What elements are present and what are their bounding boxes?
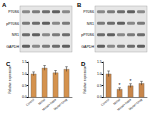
svg-text:0.5: 0.5 [22,84,27,88]
svg-text:A: A [2,2,7,8]
svg-text:Relative expression: Relative expression [8,66,12,94]
svg-text:1.5: 1.5 [97,60,102,64]
svg-text:pP70S6: pP70S6 [6,22,19,26]
svg-text:Model: Model [112,97,121,105]
svg-text:*: * [130,78,132,84]
svg-text:0.0: 0.0 [97,95,102,99]
svg-text:Control: Control [100,97,110,106]
svg-text:Control: Control [25,97,35,106]
svg-text:Model+Drug: Model+Drug [128,97,143,111]
svg-text:pP70S6: pP70S6 [81,33,94,37]
svg-text:Relative expression: Relative expression [83,66,87,94]
svg-text:0.0: 0.0 [22,95,27,99]
svg-text:Model: Model [37,97,46,105]
svg-text:1.0: 1.0 [22,72,27,76]
svg-text:D: D [81,61,86,67]
svg-text:Model+Drug: Model+Drug [53,97,68,111]
svg-text:GAPDH: GAPDH [81,45,94,49]
svg-text:Model+Rapa: Model+Rapa [41,97,57,112]
svg-text:0.5: 0.5 [97,84,102,88]
svg-text:NR1: NR1 [12,33,19,37]
svg-text:NR1: NR1 [87,22,94,26]
svg-text:Model+Rapa: Model+Rapa [116,97,132,112]
svg-text:GAPDH: GAPDH [6,45,19,49]
svg-text:*: * [119,82,121,88]
svg-text:1.5: 1.5 [22,60,27,64]
svg-text:C: C [6,61,11,67]
svg-text:P70S6: P70S6 [8,10,19,14]
svg-text:P70S6: P70S6 [83,10,94,14]
svg-text:B: B [77,2,82,8]
svg-text:1.0: 1.0 [97,72,102,76]
